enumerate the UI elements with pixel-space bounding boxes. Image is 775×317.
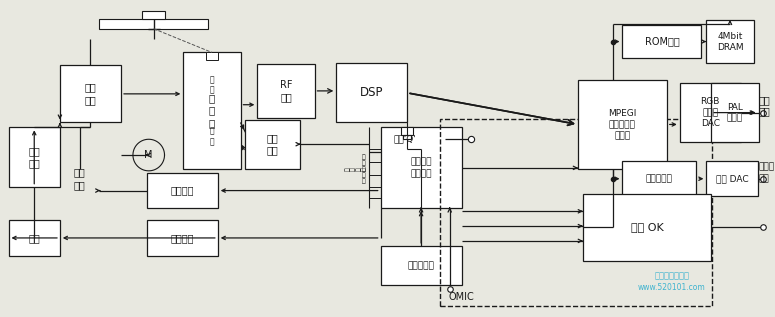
Text: ROM选用: ROM选用 <box>645 36 679 47</box>
Text: 装盘
机构: 装盘 机构 <box>29 146 40 168</box>
Text: 水
光
离: 水 光 离 <box>208 93 215 128</box>
Text: PAL
编码器: PAL 编码器 <box>727 103 743 123</box>
Bar <box>706 20 753 63</box>
Text: 进给驱动: 进给驱动 <box>170 185 194 196</box>
Text: 聚
焦: 聚 焦 <box>209 126 214 146</box>
Bar <box>60 65 121 122</box>
Text: 数字滤波器: 数字滤波器 <box>646 174 673 183</box>
Bar <box>401 127 413 135</box>
Bar <box>146 220 218 256</box>
Bar <box>680 83 741 142</box>
Bar <box>336 63 408 122</box>
Text: 前面板电路: 前面板电路 <box>408 261 435 270</box>
Bar <box>403 135 412 139</box>
Text: 进给
电机: 进给 电机 <box>74 167 85 190</box>
Bar <box>578 80 666 169</box>
Bar <box>622 25 701 58</box>
Text: 串
控
制
总
线: 串 控 制 总 线 <box>362 154 366 184</box>
Bar <box>583 194 711 261</box>
Text: 立体声: 立体声 <box>759 162 775 171</box>
Text: 主轴
电机: 主轴 电机 <box>84 83 96 105</box>
Text: 卡拉 OK: 卡拉 OK <box>631 222 663 232</box>
Text: 音频: 音频 <box>759 174 770 183</box>
Text: 4Mbit
DRAM: 4Mbit DRAM <box>717 31 743 52</box>
Text: 子码'Q': 子码'Q' <box>394 135 416 144</box>
Text: 系统控制
微处理器: 系统控制 微处理器 <box>410 158 432 178</box>
Bar <box>706 161 758 197</box>
Text: MPEGI
视频和音频
解码器: MPEGI 视频和音频 解码器 <box>608 109 636 140</box>
Text: RGB
三通道
DAC: RGB 三通道 DAC <box>701 97 720 128</box>
Bar <box>711 83 759 142</box>
Bar <box>9 220 60 256</box>
Bar <box>206 52 218 60</box>
Text: M: M <box>144 150 153 160</box>
Bar <box>257 64 315 118</box>
Bar <box>9 127 60 187</box>
Text: 主轴伺服: 主轴伺服 <box>170 233 194 243</box>
Bar <box>142 11 166 19</box>
Bar <box>440 120 712 306</box>
Bar <box>183 52 240 169</box>
Text: www.520101.com: www.520101.com <box>638 283 705 292</box>
Bar <box>381 246 462 285</box>
Text: RF
放大: RF 放大 <box>280 80 292 102</box>
Bar <box>381 127 462 208</box>
Text: 循
迹: 循 迹 <box>209 75 214 95</box>
Text: 串
控
总
线: 串 控 总 线 <box>345 167 367 171</box>
Text: 音频 DAC: 音频 DAC <box>715 174 749 183</box>
Text: OMIC: OMIC <box>449 292 474 302</box>
Bar <box>246 120 300 169</box>
Text: 光头
伺服: 光头 伺服 <box>267 133 278 155</box>
Bar <box>99 19 208 29</box>
Text: 复合: 复合 <box>759 95 770 105</box>
Text: 家电维修资料网: 家电维修资料网 <box>654 271 689 280</box>
Text: 驱动: 驱动 <box>29 233 40 243</box>
Text: 视频: 视频 <box>759 107 770 117</box>
Bar <box>622 161 697 197</box>
Bar <box>146 173 218 208</box>
Text: DSP: DSP <box>360 86 384 99</box>
